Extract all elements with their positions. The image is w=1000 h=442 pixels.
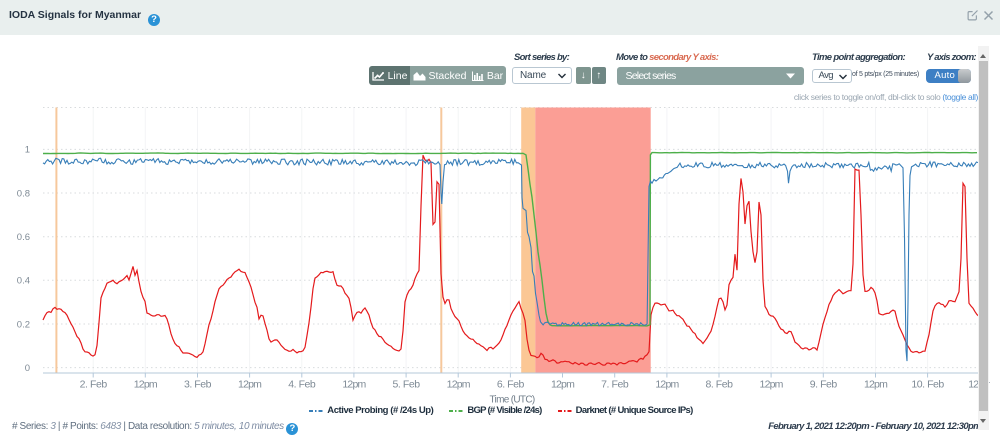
svg-text:12pm: 12pm	[864, 379, 888, 391]
svg-text:2. Feb: 2. Feb	[80, 379, 108, 391]
svg-text:10. Feb: 10. Feb	[911, 379, 944, 391]
svg-text:0.6: 0.6	[17, 232, 30, 243]
svg-text:12pm: 12pm	[655, 379, 679, 391]
svg-text:0.8: 0.8	[17, 188, 30, 199]
svg-text:6. Feb: 6. Feb	[497, 379, 525, 391]
svg-text:0.2: 0.2	[17, 319, 30, 330]
svg-text:0.4: 0.4	[17, 276, 30, 287]
svg-text:1: 1	[25, 145, 30, 156]
svg-text:3. Feb: 3. Feb	[184, 379, 212, 391]
svg-text:Time (UTC): Time (UTC)	[489, 395, 534, 406]
svg-text:7. Feb: 7. Feb	[601, 379, 629, 391]
svg-text:12pm: 12pm	[238, 379, 262, 391]
svg-text:5. Feb: 5. Feb	[393, 379, 421, 391]
svg-text:12pm: 12pm	[551, 379, 575, 391]
svg-text:12pm: 12pm	[447, 379, 471, 391]
svg-text:12pm: 12pm	[342, 379, 366, 391]
svg-text:4. Feb: 4. Feb	[288, 379, 316, 391]
svg-text:0: 0	[25, 363, 30, 374]
svg-text:12pm: 12pm	[760, 379, 784, 391]
svg-text:8. Feb: 8. Feb	[705, 379, 733, 391]
svg-text:12pm: 12pm	[134, 379, 158, 391]
svg-text:9. Feb: 9. Feb	[810, 379, 838, 391]
